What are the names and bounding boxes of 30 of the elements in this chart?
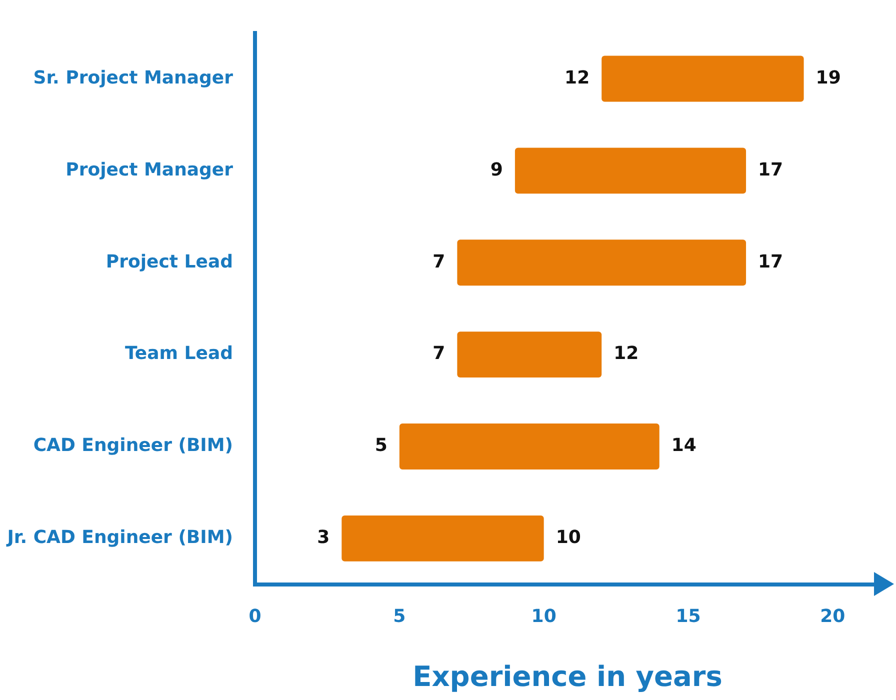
- annotation: 12: [614, 343, 639, 364]
- x-tick-label: 20: [820, 606, 846, 627]
- annotation: 19: [816, 67, 841, 88]
- annotation: 17: [758, 159, 784, 180]
- annotation: 7: [432, 343, 446, 364]
- bar: [514, 148, 746, 194]
- bar: [342, 515, 544, 562]
- annotation: 9: [490, 159, 503, 180]
- annotation: 14: [671, 435, 696, 456]
- annotation: 10: [556, 527, 581, 548]
- annotation: 17: [758, 251, 784, 272]
- bar: [602, 56, 804, 102]
- y-tick-label: Jr. CAD Engineer (BIM): [5, 527, 233, 548]
- y-tick-label: Project Manager: [66, 159, 234, 180]
- annotation: 3: [317, 527, 330, 548]
- y-tick-label: Team Lead: [125, 343, 233, 364]
- y-tick-label: Sr. Project Manager: [33, 67, 234, 88]
- x-axis-title: Experience in years: [412, 660, 724, 693]
- y-tick-label: CAD Engineer (BIM): [33, 435, 233, 456]
- bar: [457, 240, 746, 286]
- annotation: 5: [374, 435, 388, 456]
- bar: [399, 424, 660, 470]
- x-tick-label: 10: [531, 606, 556, 627]
- x-tick-label: 15: [676, 606, 701, 627]
- x-tick-label: 0: [248, 606, 262, 627]
- y-tick-label: Project Lead: [106, 251, 233, 272]
- bar: [457, 332, 602, 378]
- annotation: 7: [432, 251, 446, 272]
- annotation: 12: [564, 67, 590, 88]
- x-tick-label: 5: [393, 606, 406, 627]
